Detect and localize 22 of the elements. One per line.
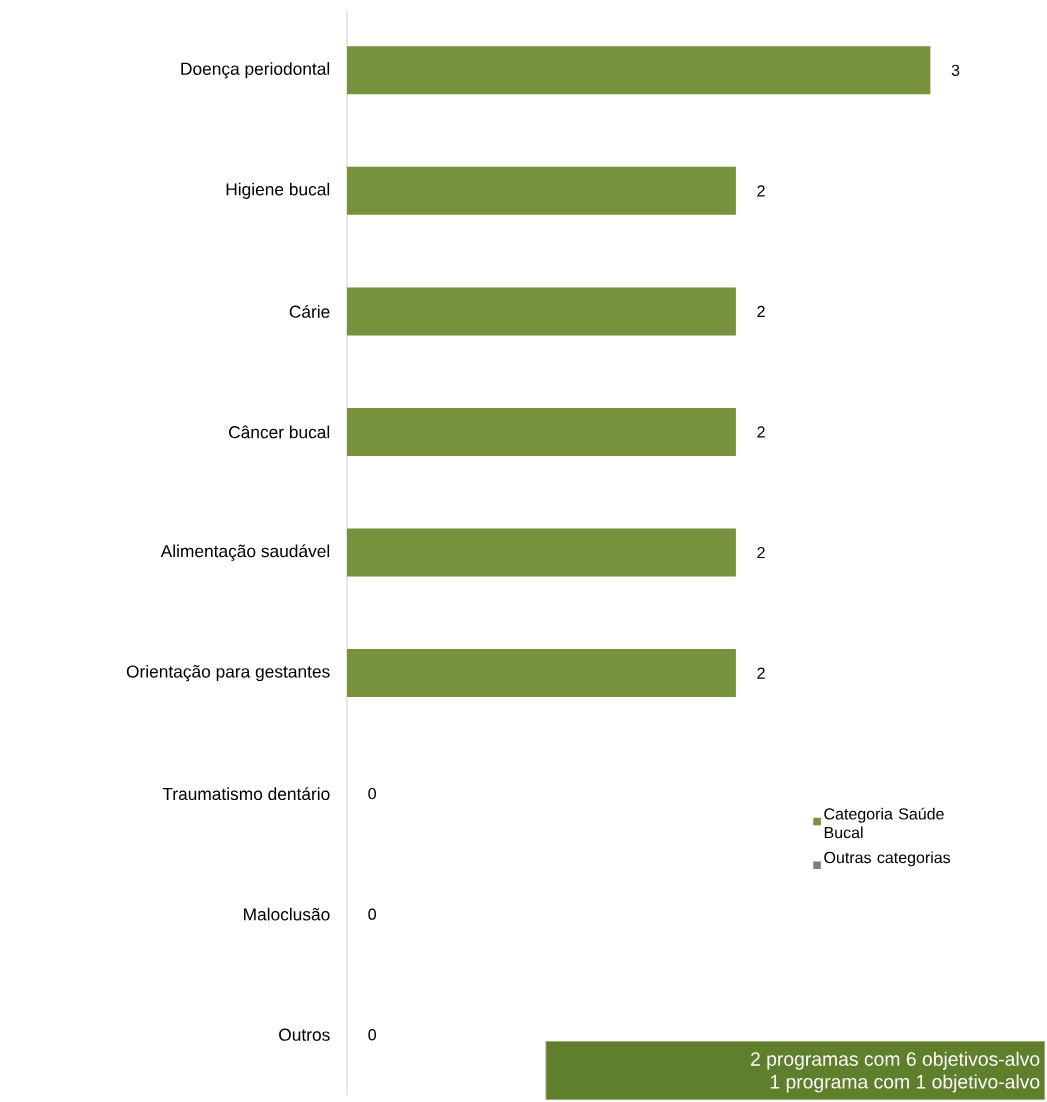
legend-label: Categoria Saúde Bucal — [824, 807, 944, 839]
y-tick-label: Câncer bucal — [229, 425, 330, 439]
y-tick-label: Traumatismo dentário — [162, 787, 330, 801]
annotation: 1 programa com 1 objetivo-alvo — [770, 1074, 1040, 1093]
data-label: 2 — [757, 667, 765, 679]
data-label: 2 — [757, 305, 765, 317]
data-label: 0 — [368, 787, 376, 800]
legend-label: Outras categorias — [824, 851, 951, 867]
data-label: 2 — [757, 185, 765, 197]
data-label: 2 — [757, 546, 765, 559]
y-tick-label: Orientação para gestantes — [126, 664, 330, 682]
y-tick-label: Alimentação saudável — [160, 544, 330, 561]
y-tick-label: Maloclusão — [244, 907, 330, 921]
y-tick-label: Cárie — [289, 304, 330, 318]
annotation: 2 programas com 6 objetivos-alvo — [751, 1051, 1040, 1070]
data-label: 3 — [951, 64, 960, 76]
data-label: 2 — [757, 426, 765, 438]
data-label: 0 — [368, 1029, 376, 1041]
y-tick-label: Doença periodontal — [181, 62, 330, 79]
data-label: 0 — [368, 908, 376, 920]
y-tick-label: Higiene bucal — [226, 182, 330, 199]
y-tick-label: Outros — [279, 1028, 330, 1041]
